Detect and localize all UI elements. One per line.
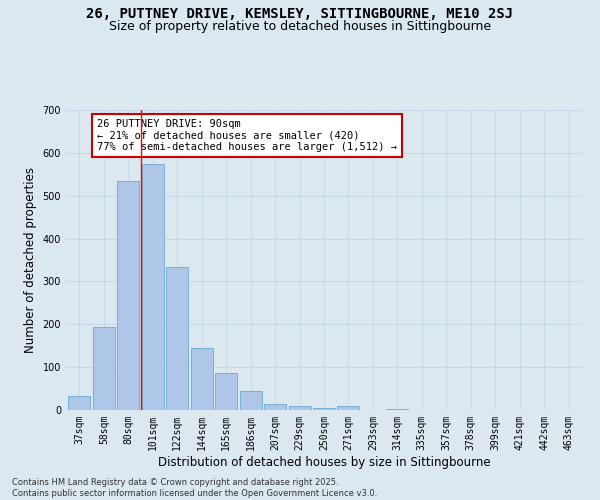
- Bar: [191, 348, 213, 410]
- X-axis label: Distribution of detached houses by size in Sittingbourne: Distribution of detached houses by size …: [158, 456, 490, 468]
- Bar: [118, 180, 139, 410]
- Bar: [215, 372, 237, 410]
- Bar: [289, 406, 311, 410]
- Text: Contains HM Land Registry data © Crown copyright and database right 2025.
Contai: Contains HM Land Registry data © Crown c…: [12, 478, 377, 498]
- Bar: [239, 390, 262, 410]
- Text: 26 PUTTNEY DRIVE: 90sqm
← 21% of detached houses are smaller (420)
77% of semi-d: 26 PUTTNEY DRIVE: 90sqm ← 21% of detache…: [97, 119, 397, 152]
- Bar: [337, 406, 359, 410]
- Text: Size of property relative to detached houses in Sittingbourne: Size of property relative to detached ho…: [109, 20, 491, 33]
- Bar: [386, 408, 409, 410]
- Y-axis label: Number of detached properties: Number of detached properties: [24, 167, 37, 353]
- Bar: [313, 408, 335, 410]
- Bar: [93, 328, 115, 410]
- Text: 26, PUTTNEY DRIVE, KEMSLEY, SITTINGBOURNE, ME10 2SJ: 26, PUTTNEY DRIVE, KEMSLEY, SITTINGBOURN…: [86, 8, 514, 22]
- Bar: [264, 404, 286, 410]
- Bar: [68, 396, 91, 410]
- Bar: [166, 268, 188, 410]
- Bar: [142, 164, 164, 410]
